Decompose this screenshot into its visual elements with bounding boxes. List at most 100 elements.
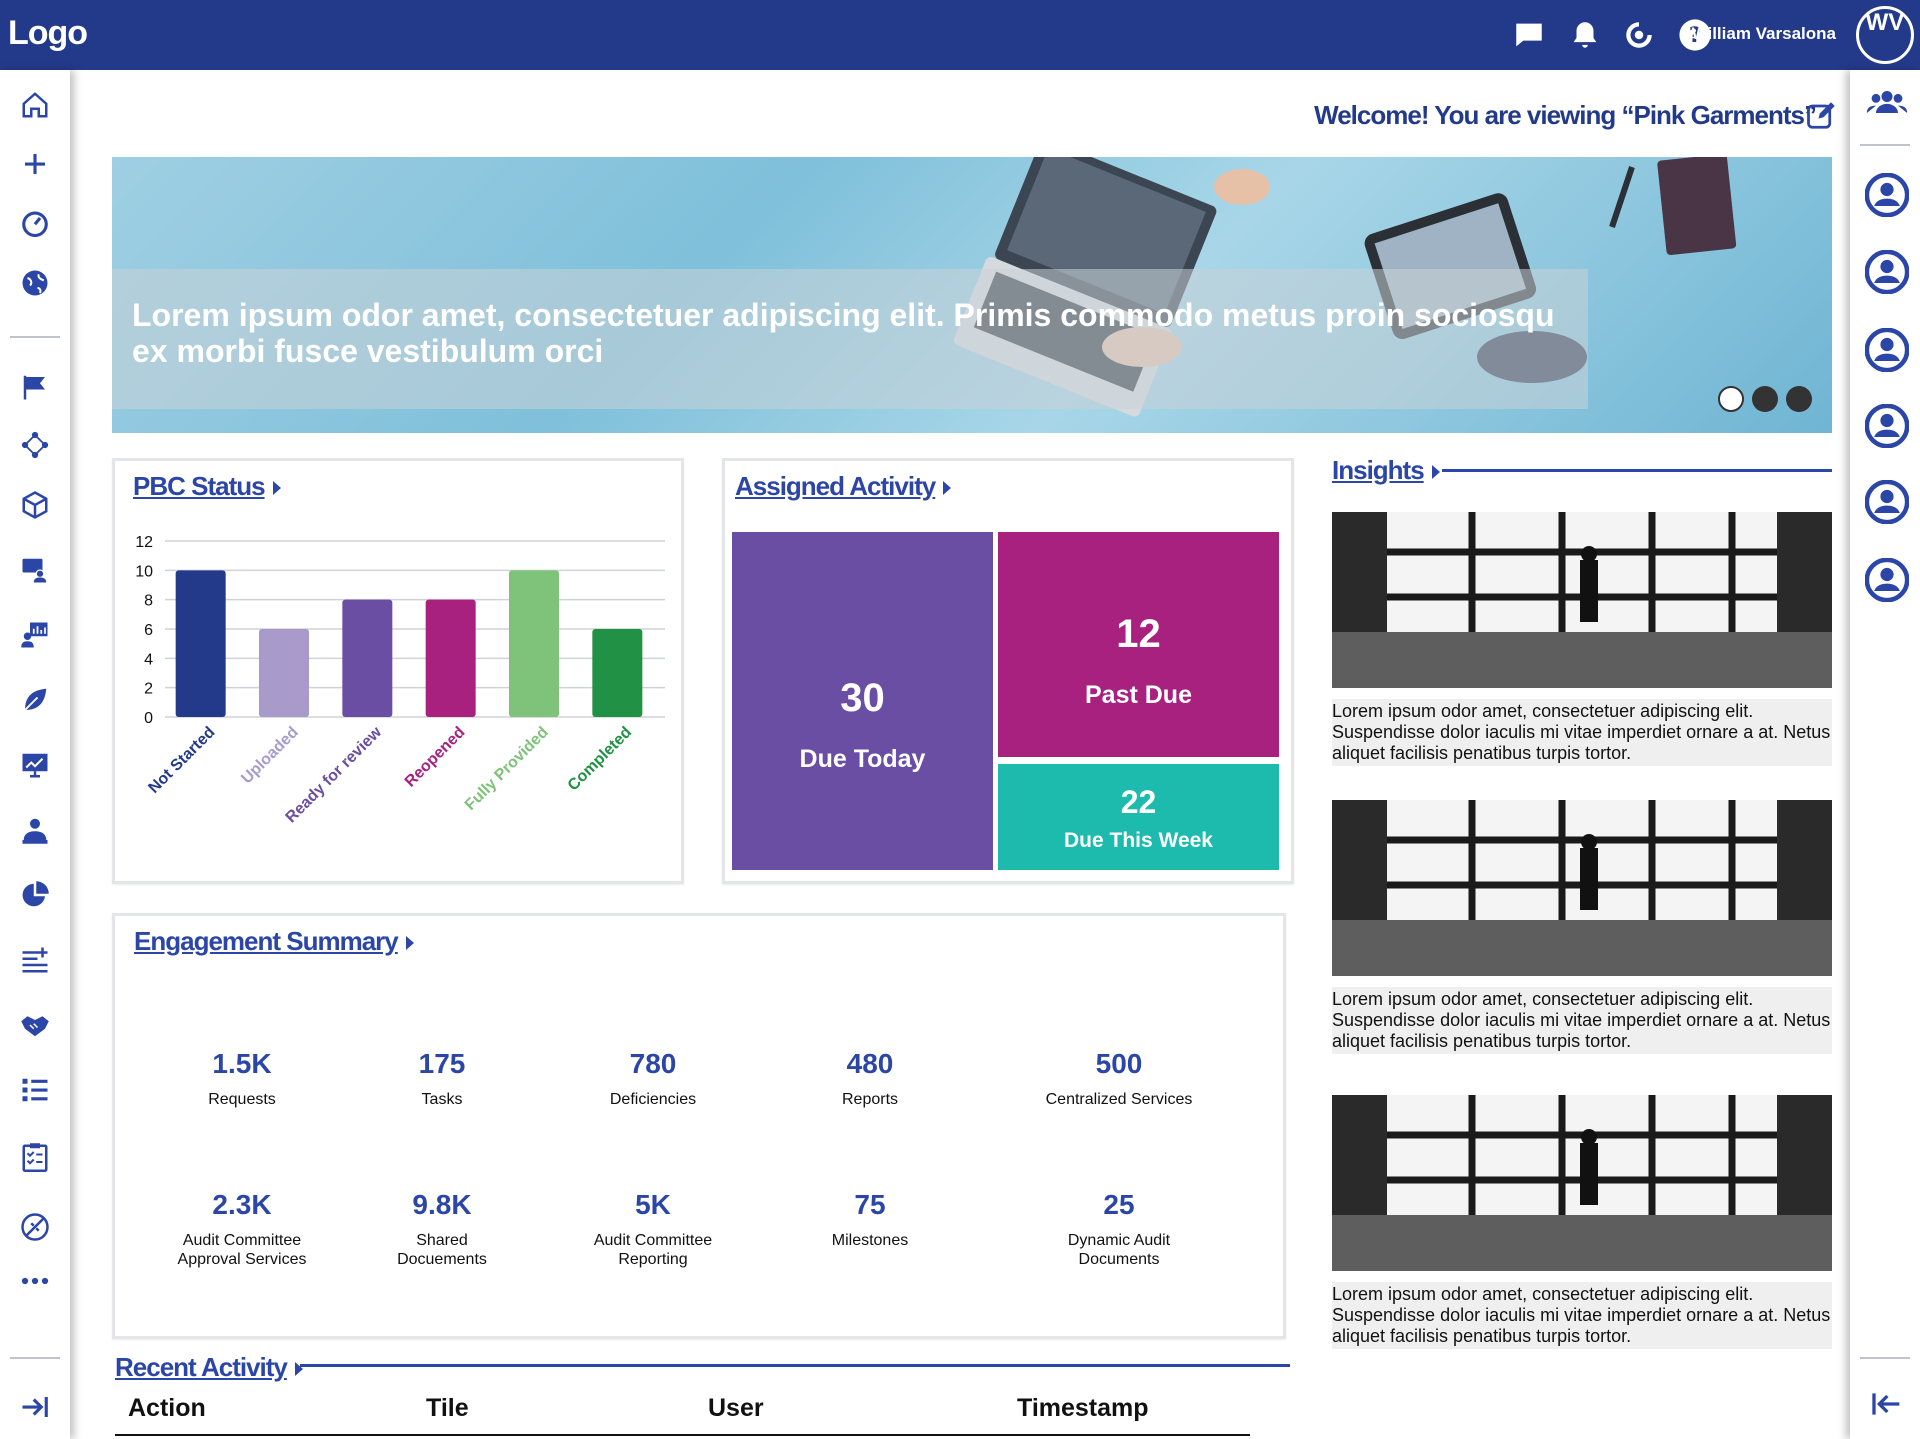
pie-chart-icon[interactable] (20, 880, 50, 910)
caret-right-icon (405, 936, 414, 951)
bar-fully-provided[interactable] (509, 570, 559, 717)
stat-centralized-services[interactable]: 500 Centralized Services (1045, 1048, 1193, 1108)
insight-photo (1332, 800, 1832, 976)
table-header-rule (115, 1434, 1250, 1436)
chat-icon[interactable] (1512, 18, 1546, 52)
bar-reopened[interactable] (425, 599, 476, 717)
past-due-tile[interactable]: 12 Past Due (998, 532, 1279, 757)
banner-overlay (112, 269, 1588, 409)
y-tick-label: 12 (135, 534, 153, 551)
leaf-icon[interactable] (20, 685, 50, 715)
stat-dynamic-audit-documents[interactable]: 25 Dynamic Audit Documents (1067, 1189, 1171, 1268)
insight-image-2[interactable] (1332, 800, 1832, 976)
help-icon[interactable]: ? (1678, 18, 1712, 52)
user-badge-icon[interactable] (20, 815, 50, 845)
pbc-status-title[interactable]: PBC Status (133, 471, 281, 502)
y-tick-label: 6 (144, 622, 153, 639)
stat-shared-documents[interactable]: 9.8K Shared Docuements (397, 1189, 487, 1268)
column-header-action[interactable]: Action (128, 1394, 206, 1422)
insight-text-2: Lorem ipsum odor amet, consectetuer adip… (1332, 987, 1832, 1054)
bell-icon[interactable] (1568, 18, 1602, 52)
expand-icon[interactable] (1870, 1388, 1902, 1420)
handshake-icon[interactable] (20, 1010, 50, 1040)
insight-photo (1332, 512, 1832, 688)
due-this-week-label: Due This Week (1064, 829, 1213, 852)
caret-right-icon (943, 481, 952, 496)
assigned-activity-title[interactable]: Assigned Activity (735, 471, 952, 502)
flag-icon[interactable] (20, 372, 50, 402)
carousel-dot-2[interactable] (1752, 386, 1778, 412)
edit-icon[interactable] (1806, 101, 1836, 131)
list-add-icon[interactable] (20, 945, 50, 975)
user-icon[interactable] (1865, 250, 1909, 294)
user-icon[interactable] (1865, 173, 1909, 217)
user-avatar[interactable]: WV (1856, 6, 1914, 64)
cube-icon[interactable] (20, 490, 50, 520)
bar-completed[interactable] (592, 629, 643, 717)
insight-image-1[interactable] (1332, 512, 1832, 688)
stat-audit-committee-reporting[interactable]: 5K Audit Committee Reporting (593, 1189, 713, 1268)
due-today-label: Due Today (799, 745, 926, 773)
column-header-user[interactable]: User (708, 1394, 764, 1422)
refresh-icon[interactable] (1622, 18, 1656, 52)
y-tick-label: 8 (144, 593, 153, 610)
user-icon[interactable] (1865, 328, 1909, 372)
network-icon[interactable] (20, 430, 50, 460)
x-tick-label: Not Started (145, 724, 218, 797)
user-icon[interactable] (1865, 404, 1909, 448)
stat-tasks[interactable]: 175 Tasks (418, 1048, 466, 1108)
bar-ready-for-review[interactable] (342, 599, 393, 717)
team-icon[interactable] (1865, 80, 1909, 124)
due-this-week-tile[interactable]: 22 Due This Week (998, 764, 1279, 870)
logo[interactable]: Logo (8, 14, 88, 52)
user-name[interactable]: William Varsalona (1691, 24, 1836, 43)
carousel-dot-3[interactable] (1786, 386, 1812, 412)
column-header-tile[interactable]: Tile (426, 1394, 469, 1422)
engagement-summary-card: Engagement Summary 1.5K Requests 175 Tasks… (112, 913, 1286, 1339)
stat-requests[interactable]: 1.5K Requests (208, 1048, 276, 1108)
insight-text-3: Lorem ipsum odor amet, consectetuer adip… (1332, 1282, 1832, 1349)
bar-uploaded[interactable] (259, 629, 309, 717)
clipboard-icon[interactable] (20, 1142, 50, 1172)
past-due-count: 12 (1116, 612, 1161, 656)
engagement-summary-title[interactable]: Engagement Summary (134, 926, 414, 957)
assigned-activity-card: Assigned Activity 30 Due Today 12 Past D… (722, 458, 1294, 884)
plus-icon[interactable] (20, 149, 50, 179)
hero-banner: Lorem ipsum odor amet, consectetuer adip… (112, 157, 1832, 433)
user-icon[interactable] (1865, 480, 1909, 524)
home-icon[interactable] (20, 90, 50, 120)
globe-icon[interactable] (20, 268, 50, 298)
bar-not-started[interactable] (175, 570, 226, 717)
collapse-icon[interactable] (20, 1392, 50, 1422)
banner-caption: Lorem ipsum odor amet, consectetuer adip… (132, 297, 1555, 369)
dashboard-icon[interactable] (20, 208, 50, 238)
monitor-chart-icon[interactable] (20, 750, 50, 780)
more-icon[interactable] (20, 1266, 50, 1296)
column-header-timestamp[interactable]: Timestamp (1017, 1394, 1149, 1422)
top-bar: Logo ? William Varsalona WV (0, 0, 1920, 70)
presenter-icon[interactable] (20, 555, 50, 585)
stat-milestones[interactable]: 75 Milestones (831, 1189, 909, 1249)
due-today-tile[interactable]: 30 Due Today (732, 532, 993, 870)
nav-divider (1860, 1357, 1910, 1359)
carousel-dot-1[interactable] (1718, 386, 1744, 412)
user-icon[interactable] (1865, 558, 1909, 602)
satellite-icon[interactable] (20, 1212, 50, 1242)
left-sidebar (0, 70, 70, 1439)
list-icon[interactable] (20, 1075, 50, 1105)
insight-photo (1332, 1095, 1832, 1271)
recent-activity-title[interactable]: Recent Activity (115, 1352, 303, 1383)
analytics-icon[interactable] (20, 620, 50, 650)
past-due-label: Past Due (1085, 681, 1192, 709)
caret-right-icon (272, 481, 281, 496)
recent-activity-rule (300, 1364, 1290, 1367)
insight-image-3[interactable] (1332, 1095, 1832, 1271)
stat-reports[interactable]: 480 Reports (841, 1048, 899, 1108)
x-tick-label: Uploaded (238, 724, 302, 788)
welcome-prefix: Welcome! You are viewing (1314, 100, 1622, 130)
y-tick-label: 4 (144, 651, 153, 668)
stat-deficiencies[interactable]: 780 Deficiencies (609, 1048, 697, 1108)
stat-audit-committee-approval[interactable]: 2.3K Audit Committee Approval Services (177, 1189, 307, 1268)
pbc-status-card: PBC Status 0 2 4 6 8 10 12 Not Started Uploaded R… (112, 458, 684, 884)
insights-title[interactable]: Insights (1332, 455, 1440, 486)
